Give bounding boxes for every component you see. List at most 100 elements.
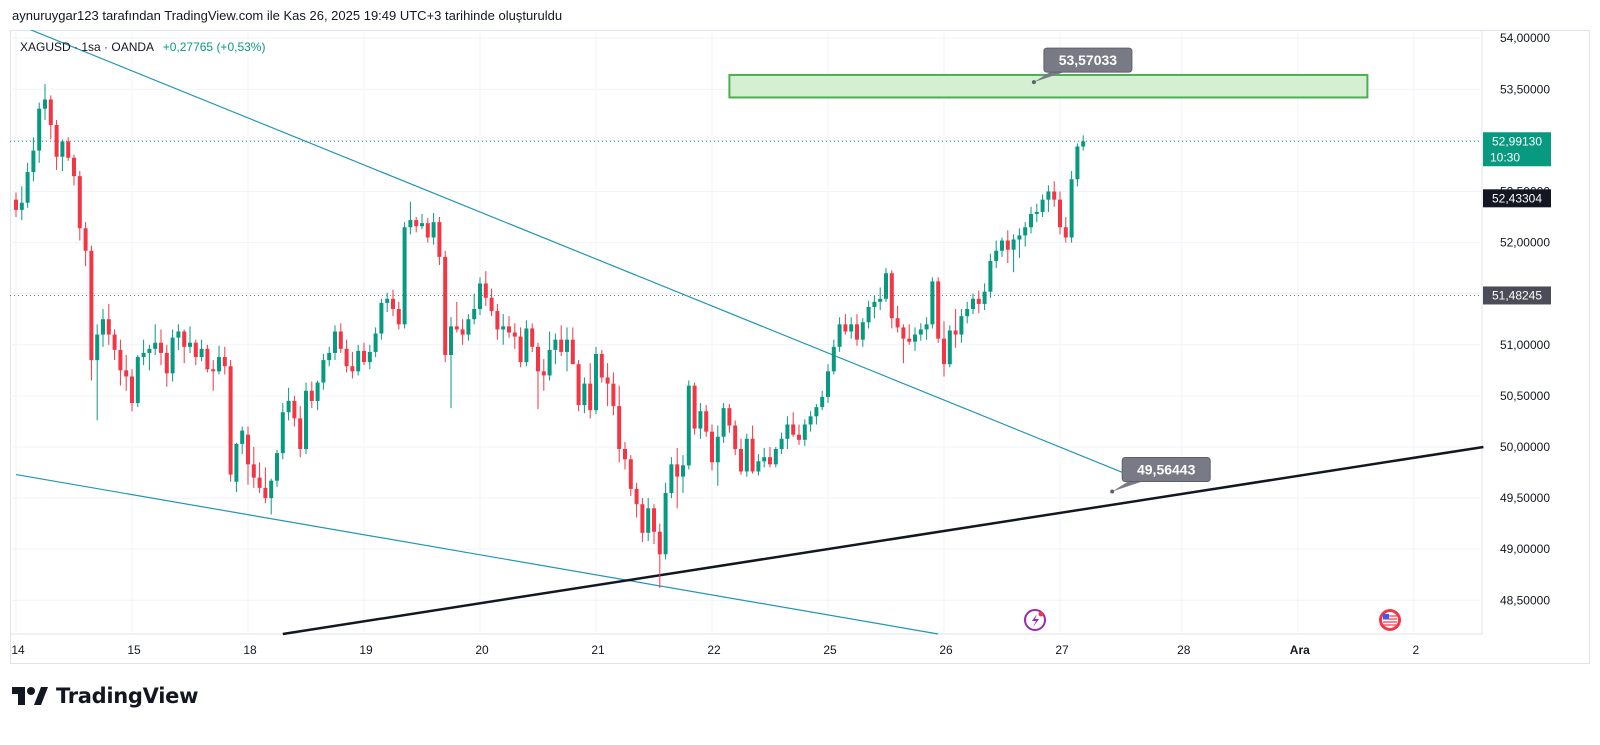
candle-body[interactable]	[402, 227, 407, 325]
tradingview-logo[interactable]: TradingView	[12, 684, 198, 708]
candle-body[interactable]	[837, 324, 842, 347]
candle-body[interactable]	[217, 357, 221, 372]
candle-body[interactable]	[1081, 141, 1086, 147]
candle-body[interactable]	[913, 334, 917, 342]
candle-body[interactable]	[553, 339, 558, 350]
candle-body[interactable]	[530, 328, 535, 347]
candle-body[interactable]	[170, 337, 175, 374]
candle-body[interactable]	[333, 331, 337, 353]
candle-body[interactable]	[814, 407, 819, 417]
candle-body[interactable]	[547, 349, 552, 376]
candle-body[interactable]	[936, 281, 941, 339]
candle-body[interactable]	[159, 342, 163, 353]
candle-body[interactable]	[727, 408, 732, 426]
candle-body[interactable]	[785, 424, 790, 439]
candle-body[interactable]	[768, 457, 772, 465]
candle-body[interactable]	[942, 338, 946, 365]
candle-body[interactable]	[501, 326, 506, 330]
candle-body[interactable]	[234, 443, 239, 482]
price-callout-box[interactable]	[1043, 47, 1133, 73]
candle-body[interactable]	[460, 329, 465, 335]
candle-body[interactable]	[849, 324, 854, 332]
candle-body[interactable]	[25, 172, 30, 203]
candle-body[interactable]	[199, 348, 204, 358]
candle-body[interactable]	[860, 322, 865, 340]
candle-body[interactable]	[959, 316, 964, 335]
candle-body[interactable]	[733, 425, 738, 450]
candle-body[interactable]	[19, 202, 24, 210]
candle-body[interactable]	[141, 352, 146, 358]
candle-body[interactable]	[112, 334, 117, 350]
candle-body[interactable]	[118, 349, 123, 371]
candle-body[interactable]	[611, 383, 616, 407]
candle-body[interactable]	[124, 370, 129, 377]
candle-body[interactable]	[831, 346, 836, 372]
candle-body[interactable]	[222, 357, 227, 367]
candle-body[interactable]	[988, 260, 993, 292]
candle-body[interactable]	[1017, 235, 1022, 240]
candle-body[interactable]	[570, 339, 575, 365]
candle-body[interactable]	[478, 283, 482, 310]
candle-body[interactable]	[681, 465, 685, 477]
candle-body[interactable]	[373, 333, 378, 352]
candle-body[interactable]	[918, 329, 923, 335]
candle-body[interactable]	[315, 382, 320, 401]
candle-body[interactable]	[646, 508, 651, 533]
candle-body[interactable]	[95, 334, 100, 361]
candle-body[interactable]	[396, 309, 401, 325]
candle-body[interactable]	[739, 449, 743, 472]
candle-body[interactable]	[228, 366, 233, 475]
candle-body[interactable]	[698, 411, 703, 429]
candle-body[interactable]	[1046, 191, 1051, 200]
candle-body[interactable]	[43, 99, 47, 109]
candle-body[interactable]	[472, 309, 477, 320]
candle-body[interactable]	[594, 353, 598, 411]
candle-body[interactable]	[1000, 240, 1004, 251]
candle-body[interactable]	[246, 434, 250, 465]
candle-body[interactable]	[257, 477, 262, 488]
support-line[interactable]	[282, 445, 1484, 636]
candle-body[interactable]	[420, 223, 424, 227]
candle-body[interactable]	[1011, 239, 1016, 250]
candle-body[interactable]	[744, 438, 749, 472]
candle-body[interactable]	[443, 256, 448, 355]
candle-body[interactable]	[663, 492, 668, 555]
candle-body[interactable]	[779, 438, 784, 450]
candle-body[interactable]	[878, 298, 883, 302]
candle-body[interactable]	[309, 390, 314, 401]
candle-body[interactable]	[576, 364, 581, 406]
candle-body[interactable]	[275, 453, 279, 481]
upper-trendline[interactable]	[16, 30, 1136, 479]
candle-body[interactable]	[582, 383, 587, 406]
candle-body[interactable]	[704, 411, 709, 432]
candle-body[interactable]	[628, 459, 633, 489]
candle-body[interactable]	[425, 223, 430, 238]
candle-body[interactable]	[66, 141, 71, 158]
chart-area[interactable]: 54,0000053,5000053,0000052,5000052,00000…	[10, 30, 1590, 664]
candle-body[interactable]	[524, 328, 529, 363]
candle-body[interactable]	[808, 416, 813, 425]
candle-body[interactable]	[298, 418, 303, 450]
candle-body[interactable]	[483, 283, 488, 298]
candle-body[interactable]	[802, 424, 807, 440]
candle-body[interactable]	[495, 311, 500, 330]
candle-body[interactable]	[83, 228, 88, 251]
candle-body[interactable]	[872, 301, 877, 307]
candle-body[interactable]	[982, 291, 987, 304]
candle-body[interactable]	[843, 324, 848, 332]
candle-body[interactable]	[826, 371, 830, 397]
candle-body[interactable]	[1058, 199, 1062, 228]
candle-body[interactable]	[240, 430, 245, 444]
candle-body[interactable]	[101, 319, 105, 335]
candle-body[interactable]	[37, 108, 42, 151]
candle-body[interactable]	[153, 342, 158, 349]
candle-body[interactable]	[280, 412, 285, 454]
price-callout-box[interactable]	[1121, 456, 1211, 482]
candle-body[interactable]	[947, 330, 952, 365]
candle-body[interactable]	[686, 385, 691, 466]
candle-body[interactable]	[1034, 211, 1039, 214]
candle-body[interactable]	[344, 348, 349, 367]
candle-body[interactable]	[675, 464, 680, 477]
candle-body[interactable]	[182, 331, 187, 347]
candle-body[interactable]	[89, 250, 94, 361]
